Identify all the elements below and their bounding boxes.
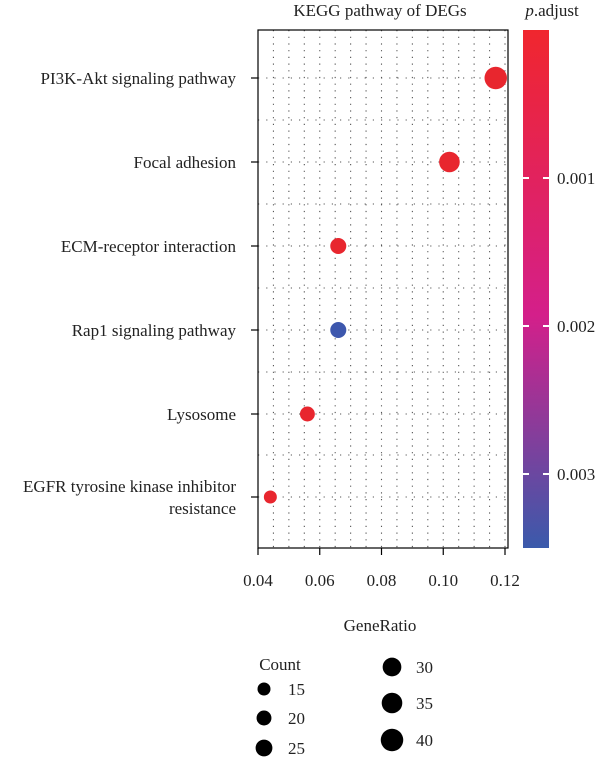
color-legend: p.adjust 0.001 0.002 0.003 [523,1,595,548]
color-legend-title-rest: .adjust [534,1,579,20]
color-legend-title-italic: p [524,1,534,20]
size-legend-label: 30 [416,658,433,677]
point-rap1-signaling-pathway [330,321,347,339]
y-axis: PI3K-Akt signaling pathway Focal adhesion… [23,69,258,518]
chart-title: KEGG pathway of DEGs [293,1,466,20]
x-axis-label: GeneRatio [344,616,417,635]
x-tick-label: 0.10 [428,571,458,590]
color-legend-tick-label: 0.002 [557,317,595,336]
x-tick-label: 0.04 [243,571,273,590]
y-tick-label-ecm-receptor-interaction: ECM-receptor interaction [61,237,237,256]
size-legend-dot-35 [381,692,403,714]
color-legend-bar [523,30,549,548]
x-tick-label: 0.06 [305,571,335,590]
size-legend-dot-40 [380,728,404,752]
size-legend-label: 15 [288,680,305,699]
size-legend-dot-30 [382,657,402,677]
color-legend-tick-label: 0.001 [557,169,595,188]
size-legend: Count 15 20 25 30 35 40 [255,655,433,758]
plot-panel [257,29,509,549]
size-legend-title: Count [259,655,301,674]
x-tick-label: 0.12 [490,571,520,590]
point-egfr-tyrosine-kinase-inhibitor-resistance [263,490,277,504]
x-tick-label: 0.08 [367,571,397,590]
x-axis: 0.04 0.06 0.08 0.10 0.12 [243,548,520,590]
size-legend-label: 20 [288,709,305,728]
y-tick-label-pi3k-akt-signaling-pathway: PI3K-Akt signaling pathway [41,69,237,88]
color-legend-tick-label: 0.003 [557,465,595,484]
point-lysosome [299,406,315,422]
y-tick-label-egfr-tyrosine-kinase-inhibitor-resistance: EGFR tyrosine kinase inhibitor resistance [23,477,236,518]
size-legend-label: 35 [416,694,433,713]
color-legend-ticks: 0.001 0.002 0.003 [523,169,595,484]
size-legend-dot-20 [256,710,272,726]
y-tick-label-lysosome: Lysosome [167,405,236,424]
y-tick-label-rap1-signaling-pathway: Rap1 signaling pathway [72,321,237,340]
size-legend-entries: 15 20 25 30 35 40 [255,657,433,758]
size-legend-label: 40 [416,731,433,750]
size-legend-dot-15 [257,682,271,696]
y-tick-label-focal-adhesion: Focal adhesion [134,153,237,172]
grid-lines [258,30,508,548]
data-points [263,66,507,504]
point-pi3k-akt-signaling-pathway [484,66,507,90]
color-legend-title: p.adjust [524,1,579,20]
size-legend-dot-25 [255,739,273,757]
point-ecm-receptor-interaction [330,237,347,255]
point-focal-adhesion [439,151,460,173]
size-legend-label: 25 [288,739,305,758]
